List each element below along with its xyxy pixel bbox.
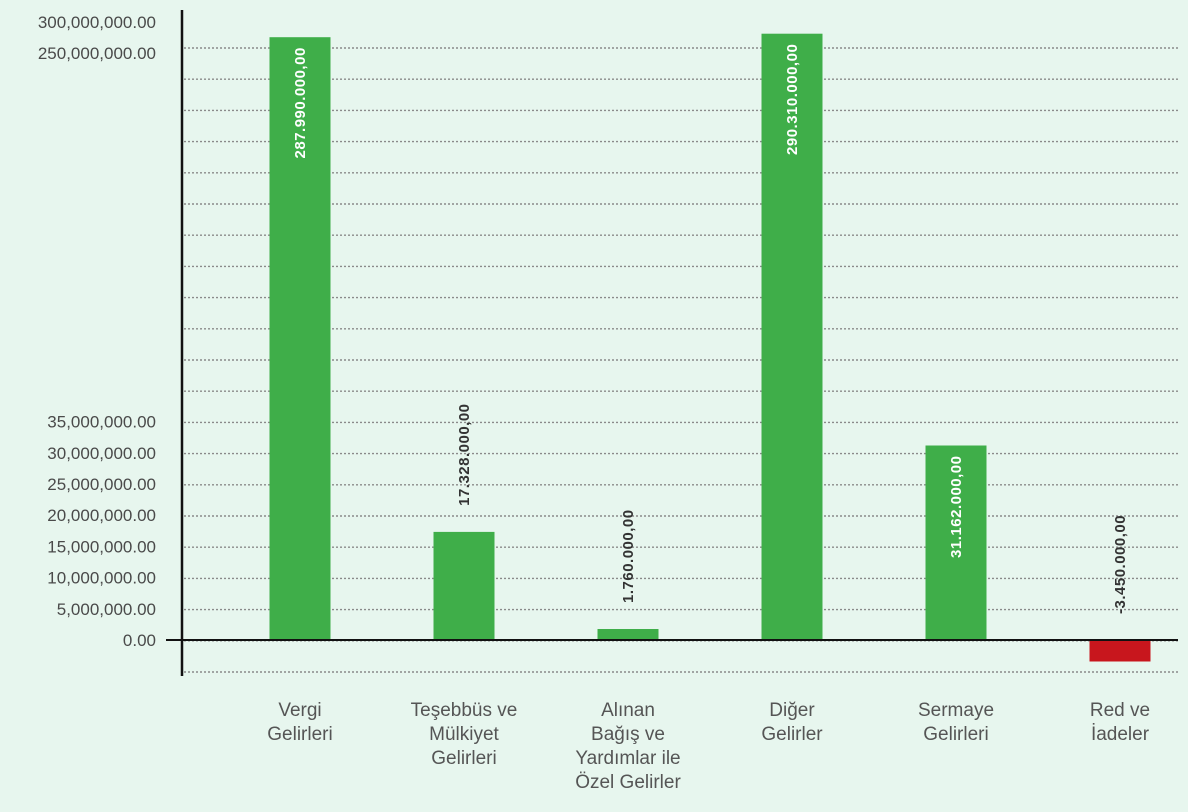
category-label-0: Vergi Gelirleri [267,700,332,745]
category-label-1: Teşebbüs ve Mülkiyet Gelirleri [411,700,518,769]
data-labels: 287.990.000,00 17.328.000,00 1.760.000,00 2… [292,44,1129,614]
y-tick-label: 10,000,000.00 [47,569,156,588]
bar-1 [433,531,495,640]
category-label-4: Sermaye Gelirleri [918,700,994,745]
category-label-3: Diğer Gelirler [761,700,823,745]
gridlines [184,47,1178,673]
y-tick-label: 250,000,000.00 [38,44,156,63]
bar-3 [761,33,823,640]
category-label-2: Alınan Bağış ve Yardımlar ile Özel Gelirler [575,700,681,793]
y-tick-label: 0.00 [123,631,156,650]
bar-0 [269,37,331,640]
axes [166,10,1178,676]
data-label-4: 31.162.000,00 [948,456,965,558]
y-tick-label: 35,000,000.00 [47,413,156,432]
y-tick-label: 30,000,000.00 [47,444,156,463]
category-label-5: Red ve İadeler [1090,700,1150,745]
data-label-1: 17.328.000,00 [456,403,473,505]
y-tick-label: 20,000,000.00 [47,506,156,525]
data-label-5: -3.450.000,00 [1112,515,1129,614]
bars [269,33,1151,662]
data-label-3: 290.310.000,00 [784,44,801,155]
y-tick-label: 300,000,000.00 [38,13,156,32]
data-label-0: 287.990.000,00 [292,47,309,158]
y-tick-labels: 0.00 5,000,000.00 10,000,000.00 15,000,000.… [38,13,156,650]
bar-2 [597,629,659,640]
y-tick-label: 15,000,000.00 [47,537,156,556]
bar-5 [1089,640,1151,662]
bar-4 [925,445,987,640]
category-labels: Vergi Gelirleri Teşebbüs ve Mülkiyet Gelirle… [267,700,1150,793]
y-tick-label: 5,000,000.00 [57,600,156,619]
y-tick-label: 25,000,000.00 [47,475,156,494]
data-label-2: 1.760.000,00 [620,509,637,603]
